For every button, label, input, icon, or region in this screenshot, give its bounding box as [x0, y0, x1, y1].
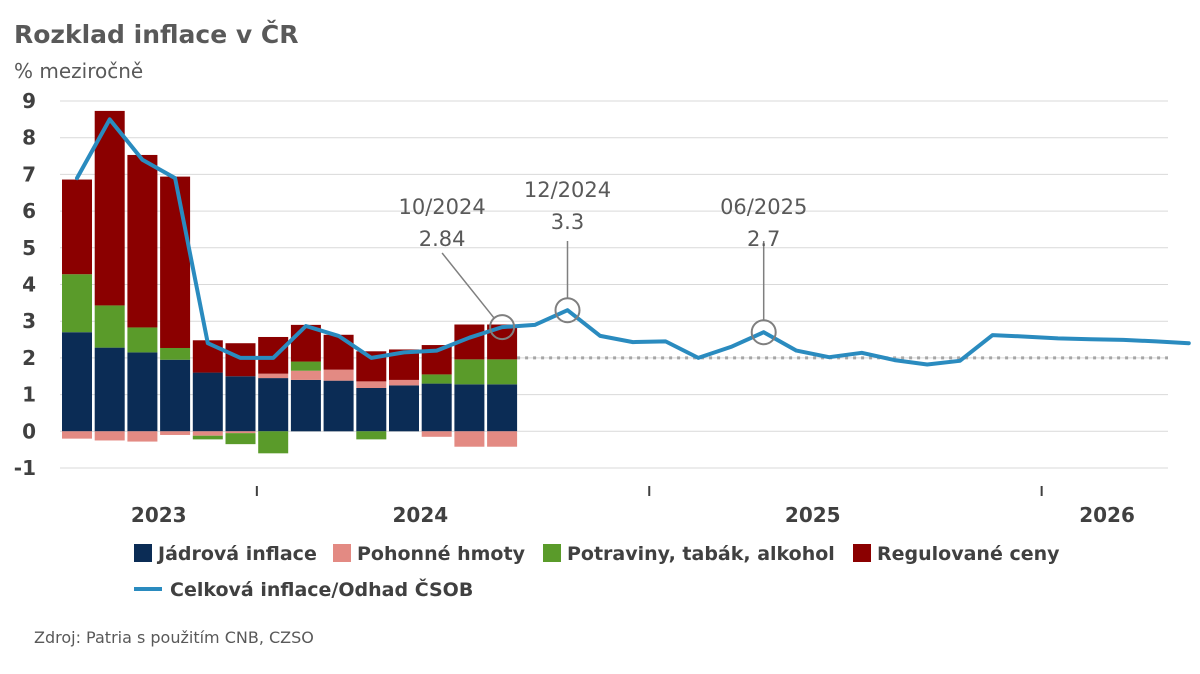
bar-segment-core — [290, 379, 321, 432]
x-tick-label: 2025 — [785, 503, 841, 527]
bar-segment-food — [160, 347, 191, 360]
legend-swatch-core — [134, 544, 152, 562]
legend-label: Pohonné hmoty — [357, 543, 526, 565]
bar-segment-food — [487, 359, 518, 385]
bar-segment-regulated — [62, 179, 92, 275]
annotation-value: 3.3 — [551, 210, 584, 234]
legend-item: Regulované ceny — [853, 543, 1060, 565]
legend-label: Jádrová inflace — [156, 543, 317, 565]
x-axis: 2023 2024 2025 2026 — [131, 486, 1135, 527]
y-axis-ticks: -1 0 1 2 3 4 5 6 7 8 9 — [14, 89, 36, 480]
annotations: 10/2024 2.84 12/2024 3.3 06/2025 2.7 — [398, 178, 807, 346]
bar-segment-fuel — [487, 431, 518, 447]
legend-swatch-fuel — [333, 544, 351, 562]
bar-segment-core — [421, 383, 452, 432]
bar-segment-fuel — [454, 431, 485, 447]
annotation-date: 12/2024 — [524, 178, 611, 202]
bar-segment-regulated — [94, 110, 125, 306]
annotation-leader — [441, 252, 495, 319]
x-tick-label: 2023 — [131, 503, 187, 527]
bar-segment-core — [62, 332, 92, 432]
y-tick-label: -1 — [14, 456, 36, 480]
y-tick-label: 8 — [22, 126, 36, 150]
bar-segment-food — [258, 431, 289, 454]
bar-segment-regulated — [127, 154, 158, 328]
bar-segment-fuel — [258, 373, 289, 379]
bar-segment-food — [421, 374, 452, 384]
bar-segment-fuel — [62, 431, 92, 439]
bar-segment-regulated — [323, 334, 354, 370]
bar-segment-core — [127, 352, 158, 432]
bar-segment-core — [323, 380, 354, 432]
bar-segment-fuel — [323, 369, 354, 381]
legend-label: Potraviny, tabák, alkohol — [567, 543, 835, 565]
chart-subtitle: % meziročně — [14, 59, 143, 83]
legend-label: Celková inflace/Odhad ČSOB — [170, 577, 473, 601]
source-note: Zdroj: Patria s použitím CNB, CZSO — [34, 628, 314, 647]
y-tick-label: 7 — [22, 162, 36, 186]
legend-label: Regulované ceny — [877, 543, 1060, 565]
total-inflation-line — [75, 117, 1191, 367]
annotation-value: 2.7 — [747, 227, 780, 251]
legend-swatch-regulated — [853, 544, 871, 562]
y-tick-label: 6 — [22, 199, 36, 223]
bar-segment-fuel — [94, 431, 125, 441]
x-tick-label: 2026 — [1079, 503, 1135, 527]
legend: Jádrová inflace Pohonné hmoty Potraviny, t… — [134, 543, 1060, 601]
x-tick-label: 2024 — [393, 503, 449, 527]
bar-segment-fuel — [225, 431, 256, 434]
legend-item: Pohonné hmoty — [333, 543, 526, 565]
bar-segment-food — [454, 359, 485, 385]
bar-segment-regulated — [160, 176, 191, 348]
total-inflation-polyline — [75, 117, 1191, 367]
y-tick-label: 4 — [22, 273, 36, 297]
y-tick-label: 0 — [22, 419, 36, 443]
annotation-value: 2.84 — [419, 227, 466, 251]
bar-segment-core — [160, 359, 191, 432]
bar-segment-food — [62, 274, 92, 333]
legend-item: Potraviny, tabák, alkohol — [543, 543, 835, 565]
bar-segment-food — [356, 431, 387, 440]
bar-segment-fuel — [160, 431, 191, 435]
bar-segment-core — [356, 387, 387, 432]
bar-segment-core — [454, 384, 485, 432]
bar-segment-food — [192, 435, 223, 440]
bar-segment-core — [258, 378, 289, 432]
y-tick-label: 1 — [22, 383, 36, 407]
bar-segment-core — [192, 372, 223, 432]
bar-segment-fuel — [290, 370, 321, 380]
bar-segment-fuel — [356, 381, 387, 388]
bar-segment-food — [127, 327, 158, 353]
chart-title: Rozklad inflace v ČR — [14, 19, 299, 49]
annotation-circle — [489, 314, 516, 341]
bar-segment-core — [94, 347, 125, 432]
bar-segment-fuel — [389, 379, 419, 386]
bar-segment-fuel — [192, 431, 223, 436]
bar-segment-food — [94, 305, 125, 348]
bar-segment-fuel — [421, 431, 452, 437]
y-tick-label: 2 — [22, 346, 36, 370]
bar-segment-fuel — [127, 431, 158, 442]
y-tick-label: 5 — [22, 236, 36, 260]
bar-segment-food — [225, 433, 256, 445]
annotation-date: 06/2025 — [720, 195, 807, 219]
legend-item: Celková inflace/Odhad ČSOB — [134, 577, 473, 601]
stacked-bars — [62, 110, 518, 454]
legend-swatch-food — [543, 544, 561, 562]
y-tick-label: 3 — [22, 309, 36, 333]
annotation-date: 10/2024 — [398, 195, 485, 219]
bar-segment-core — [225, 376, 256, 432]
y-tick-label: 9 — [22, 89, 36, 113]
bar-segment-core — [389, 385, 419, 432]
bar-segment-food — [290, 361, 321, 371]
legend-item: Jádrová inflace — [134, 543, 317, 565]
bar-segment-core — [487, 384, 518, 432]
